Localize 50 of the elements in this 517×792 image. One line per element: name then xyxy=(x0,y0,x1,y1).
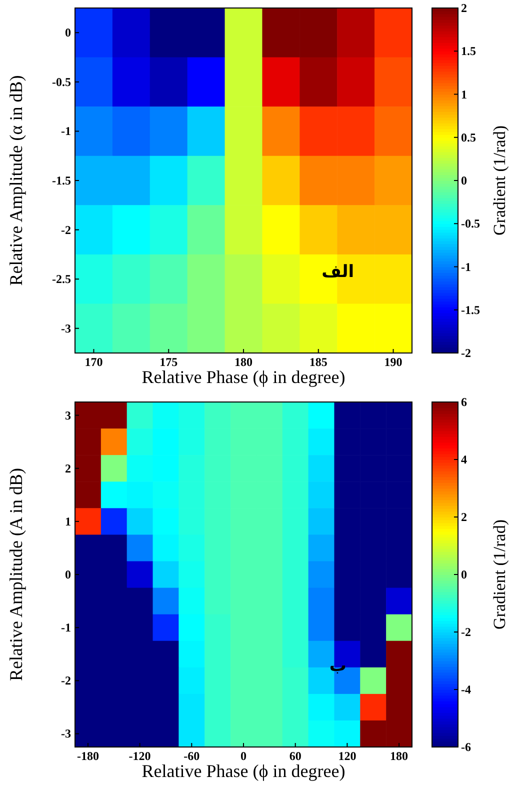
color-bar-label: -4 xyxy=(461,682,471,696)
color-bar-label: 1.5 xyxy=(461,44,476,58)
y-tick-label: -2 xyxy=(61,222,71,237)
color-bar-label: 1 xyxy=(461,87,467,102)
y-tick-label: 2 xyxy=(65,461,71,476)
color-bar-label: 2 xyxy=(461,1,467,15)
color-bar-label: -2 xyxy=(461,346,471,360)
x-tick-label: -60 xyxy=(184,749,200,763)
x-tick-label: -120 xyxy=(128,749,151,763)
y-tick-label: -1.5 xyxy=(52,174,71,188)
y-tick-label: 1 xyxy=(65,514,71,528)
y-tick-label: -1 xyxy=(61,124,71,138)
y-tick-label: -3 xyxy=(61,726,71,741)
y-tick-label: 0 xyxy=(65,26,71,40)
color-bar-label: 0 xyxy=(461,174,467,188)
annotation: الف xyxy=(322,262,354,282)
y-tick-label: -0.5 xyxy=(52,74,71,89)
y-tick-label: -1 xyxy=(61,620,71,635)
x-tick-label: 180 xyxy=(234,355,252,369)
y-tick-label: -3 xyxy=(61,321,71,336)
y-tick-label: -2 xyxy=(61,674,71,688)
x-axis-title: Relative Phase (ϕ in degree) xyxy=(142,367,346,387)
annotation: ب xyxy=(329,656,346,676)
color-bar-label: -6 xyxy=(461,740,471,754)
y-axis-title: Relative Amplitude (α in dB) xyxy=(6,75,26,286)
x-axis-title: Relative Phase (ϕ in degree) xyxy=(142,761,346,781)
x-tick-label: 120 xyxy=(338,749,356,763)
y-tick-label: -2.5 xyxy=(52,272,71,286)
x-tick-label: -180 xyxy=(76,749,99,763)
color-bar-label: 0.5 xyxy=(461,130,476,144)
x-tick-label: 180 xyxy=(390,749,408,763)
x-tick-label: 175 xyxy=(160,355,178,369)
color-bar-title: Gradient (1/rad) xyxy=(490,520,509,630)
color-bar-label: -0.5 xyxy=(461,216,480,231)
x-tick-label: 185 xyxy=(309,355,328,369)
x-tick-label: 60 xyxy=(289,749,302,763)
x-tick-label: 170 xyxy=(84,355,103,369)
color-bar-label: -2 xyxy=(461,625,471,639)
y-tick-label: 0 xyxy=(65,568,71,582)
color-bar-label: 6 xyxy=(461,395,467,409)
color-bar-label: -1.5 xyxy=(461,302,480,317)
color-bar-title: Gradient (1/rad) xyxy=(490,126,509,236)
y-axis-title: Relative Amplitude (A in dB) xyxy=(6,468,26,681)
color-bar-label: 0 xyxy=(461,568,467,582)
y-tick-label: 3 xyxy=(65,408,71,422)
color-bar-label: 4 xyxy=(461,452,467,466)
x-tick-label: 0 xyxy=(240,749,246,763)
x-tick-label: 190 xyxy=(384,355,402,369)
color-bar-label: -1 xyxy=(461,260,471,274)
color-bar-label: 2 xyxy=(461,510,467,524)
